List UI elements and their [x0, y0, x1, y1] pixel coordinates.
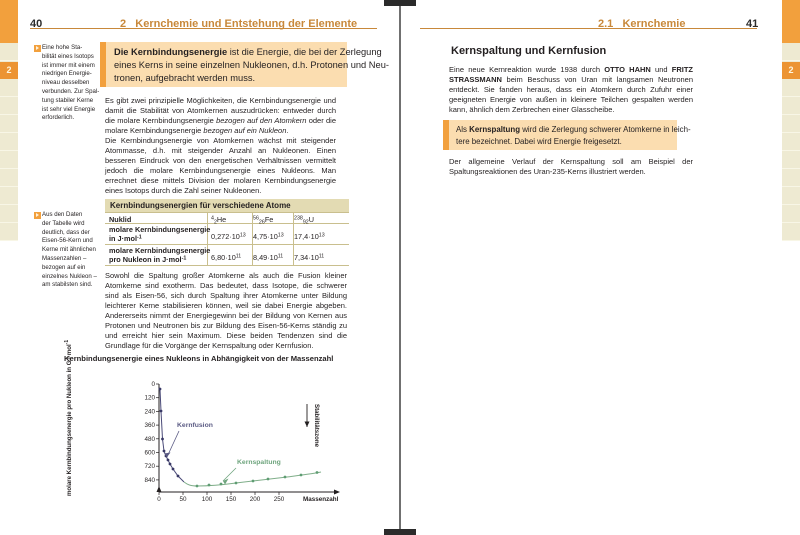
svg-text:480: 480	[144, 436, 155, 443]
svg-text:720: 720	[144, 463, 155, 470]
svg-text:360: 360	[144, 422, 155, 429]
svg-text:Stabilitätszone: Stabilitätszone	[313, 404, 320, 448]
svg-text:Kernspaltung: Kernspaltung	[237, 459, 281, 466]
svg-text:Kernfusion: Kernfusion	[177, 422, 213, 429]
svg-text:250: 250	[274, 496, 285, 503]
svg-text:600: 600	[144, 450, 155, 457]
svg-text:100: 100	[202, 496, 213, 503]
svg-text:150: 150	[226, 496, 237, 503]
svg-text:200: 200	[250, 496, 261, 503]
svg-text:840: 840	[144, 477, 155, 484]
svg-text:240: 240	[144, 408, 155, 415]
svg-text:50: 50	[179, 496, 187, 503]
svg-text:120: 120	[144, 395, 155, 402]
svg-text:Massenzahl: Massenzahl	[303, 496, 339, 503]
svg-text:0: 0	[157, 496, 161, 503]
svg-text:0: 0	[151, 381, 155, 388]
